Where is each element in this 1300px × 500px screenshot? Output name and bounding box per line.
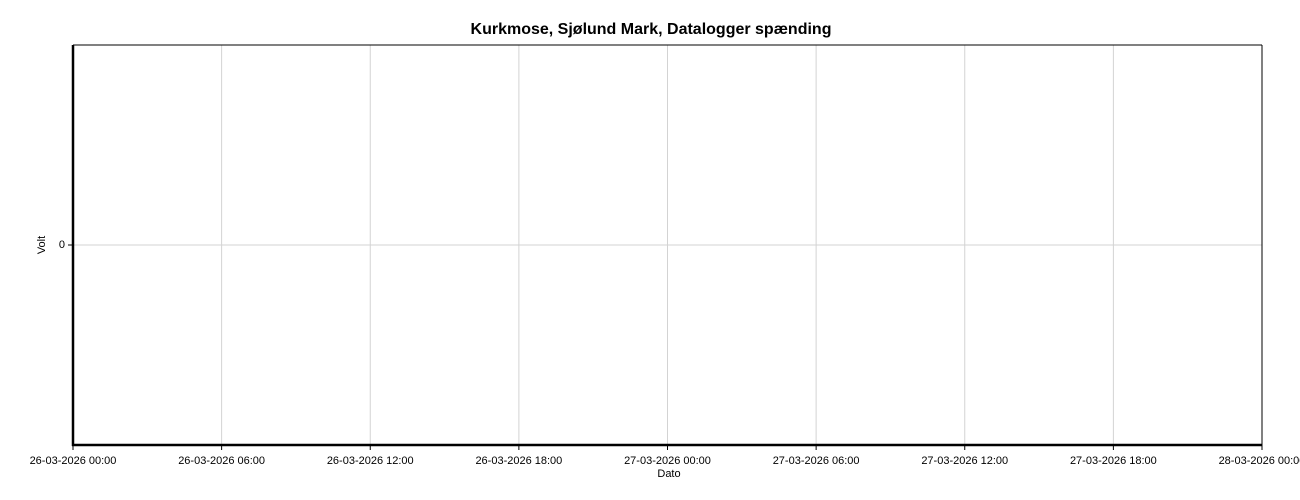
- x-tick-label: 28-03-2026 00:00: [1219, 455, 1300, 467]
- x-tick-label: 26-03-2026 12:00: [327, 455, 414, 467]
- x-tick-label: 27-03-2026 18:00: [1070, 455, 1157, 467]
- x-tick-label: 27-03-2026 12:00: [921, 455, 1008, 467]
- x-tick-label: 27-03-2026 00:00: [624, 455, 711, 467]
- chart-title: Kurkmose, Sjølund Mark, Datalogger spænd…: [471, 21, 832, 38]
- x-tick-label: 26-03-2026 06:00: [178, 455, 265, 467]
- x-tick-label: 26-03-2026 18:00: [475, 455, 562, 467]
- y-axis-label: Volt: [36, 236, 48, 254]
- x-tick-label: 27-03-2026 06:00: [773, 455, 860, 467]
- x-axis-label: Dato: [657, 468, 680, 480]
- grid: [72, 45, 1263, 445]
- x-tick-label: 26-03-2026 00:00: [30, 455, 117, 467]
- y-tick-label: 0: [59, 239, 65, 251]
